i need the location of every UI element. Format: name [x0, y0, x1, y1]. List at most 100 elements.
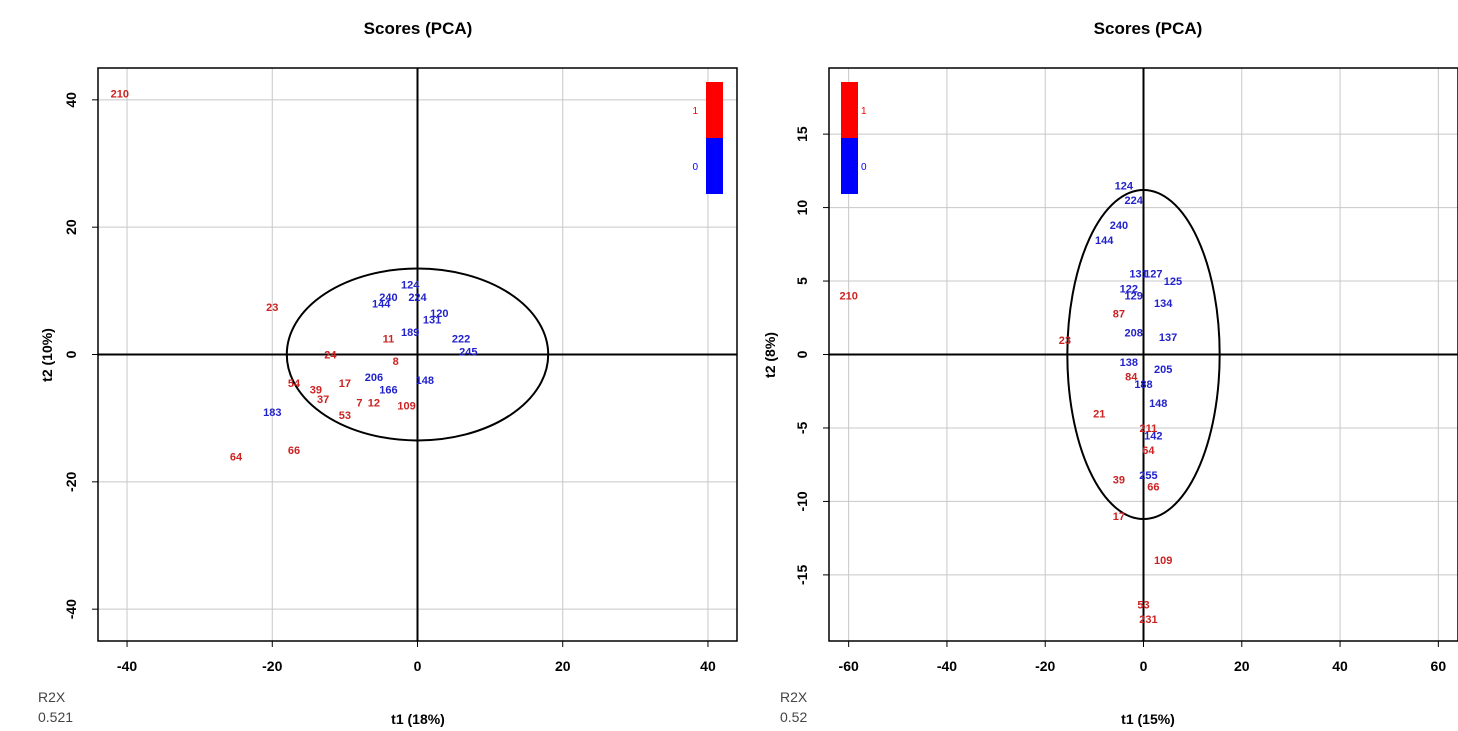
legend-label-0: 0: [692, 162, 698, 173]
score-point-label: 206: [365, 372, 383, 384]
left-x-ticks: -40 -20 0 20 40: [117, 641, 716, 674]
score-point-label: 124: [401, 279, 420, 291]
score-point-label: 211: [1140, 423, 1158, 435]
y-tick-label: 5: [794, 277, 810, 285]
score-point-label: 131: [423, 314, 441, 326]
left-plot-title: Scores (PCA): [364, 19, 473, 38]
x-tick-label: 60: [1431, 658, 1447, 674]
right-plot-title: Scores (PCA): [1094, 19, 1203, 38]
score-point-label: 205: [1154, 364, 1172, 376]
score-point-label: 240: [379, 292, 397, 304]
score-point-label: 122: [1120, 283, 1138, 295]
x-tick-label: 40: [1332, 658, 1348, 674]
x-tick-label: -60: [839, 658, 859, 674]
score-point-label: 222: [452, 334, 470, 346]
score-point-label: 7: [356, 397, 362, 409]
score-point-label: 23: [266, 302, 278, 314]
score-point-label: 138: [1120, 357, 1138, 369]
legend-label-1: 1: [861, 106, 867, 117]
score-point-label: 21: [1093, 408, 1105, 420]
score-point-label: 148: [1149, 398, 1167, 410]
y-tick-label: -20: [63, 472, 79, 492]
score-point-label: 37: [317, 394, 329, 406]
score-point-label: 189: [401, 327, 419, 339]
score-point-label: 124: [1115, 181, 1134, 193]
score-point-label: 64: [1142, 445, 1155, 457]
score-point-label: 129: [1124, 291, 1142, 303]
left-legend: 10: [692, 82, 723, 194]
score-point-label: 142: [1144, 430, 1162, 442]
legend-swatch-1: [841, 82, 858, 138]
y-tick-label: 20: [63, 219, 79, 235]
score-point-label: 23: [1059, 335, 1071, 347]
score-point-label: 166: [379, 385, 397, 397]
right-y-ticks: 15 10 5 0 -5 -10 -15: [794, 126, 829, 585]
legend-swatch-0: [706, 138, 723, 194]
score-point-label: 17: [1113, 511, 1125, 523]
right-x-ticks: -60 -40 -20 0 20 40 60: [839, 641, 1447, 674]
right-x-axis-label: t1 (15%): [1121, 711, 1175, 727]
left-r2x-label: R2X: [38, 689, 66, 705]
score-point-label: 53: [1137, 599, 1149, 611]
score-point-label: 24: [324, 350, 337, 362]
x-tick-label: 0: [1140, 658, 1148, 674]
x-tick-label: -20: [1035, 658, 1055, 674]
score-point-label: 66: [1147, 482, 1159, 494]
score-point-label: 109: [1154, 555, 1172, 567]
x-tick-label: -40: [937, 658, 957, 674]
score-point-label: 208: [1124, 327, 1142, 339]
score-point-label: 144: [372, 299, 391, 311]
score-point-label: 39: [1113, 474, 1125, 486]
score-point-label: 148: [416, 375, 434, 387]
right-score-plot: Scores (PCA) 210 23 21 39 17 109 53 231 66 64 211 8…: [762, 19, 1458, 727]
score-point-label: 109: [397, 400, 415, 412]
legend-swatch-0: [841, 138, 858, 194]
x-tick-label: 20: [1234, 658, 1250, 674]
left-y-ticks: 40 20 0 -20 -40: [63, 92, 98, 619]
score-point-label: 17: [339, 378, 351, 390]
score-point-label: 210: [111, 88, 129, 100]
score-point-label: 11: [383, 334, 395, 346]
score-point-label: 87: [1113, 308, 1125, 320]
score-point-label: 54: [288, 378, 301, 390]
x-tick-label: 0: [414, 658, 422, 674]
score-point-label: 66: [288, 445, 300, 457]
y-tick-label: 15: [794, 126, 810, 142]
right-origin-axes: [829, 68, 1458, 641]
x-tick-label: -20: [262, 658, 282, 674]
left-x-axis-label: t1 (18%): [391, 711, 445, 727]
score-point-label: 127: [1144, 269, 1162, 281]
right-legend: 10: [841, 82, 867, 194]
score-point-label: 224: [1124, 195, 1143, 207]
score-point-label: 134: [1154, 298, 1173, 310]
right-y-axis-label: t2 (8%): [762, 332, 778, 378]
score-point-label: 137: [1159, 332, 1177, 344]
score-point-label: 210: [839, 291, 857, 303]
right-r2x-value: 0.52: [780, 709, 807, 725]
score-point-label: 120: [430, 308, 448, 320]
score-point-label: 255: [1139, 470, 1157, 482]
score-point-label: 188: [1134, 379, 1152, 391]
x-tick-label: 20: [555, 658, 571, 674]
legend-label-0: 0: [861, 162, 867, 173]
score-point-label: 245: [459, 346, 477, 358]
y-tick-label: -10: [794, 491, 810, 511]
y-tick-label: 10: [794, 200, 810, 216]
y-tick-label: -15: [794, 565, 810, 585]
score-point-label: 125: [1164, 276, 1182, 288]
y-tick-label: 0: [794, 350, 810, 358]
score-point-label: 224: [408, 292, 427, 304]
left-y-axis-label: t2 (10%): [39, 328, 55, 382]
legend-swatch-1: [706, 82, 723, 138]
score-point-label: 144: [1095, 235, 1114, 247]
score-point-label: 39: [310, 385, 322, 397]
x-tick-label: -40: [117, 658, 137, 674]
y-tick-label: -40: [63, 599, 79, 619]
score-point-label: 12: [368, 397, 380, 409]
right-r2x-label: R2X: [780, 689, 808, 705]
score-point-label: 240: [1110, 220, 1128, 232]
legend-label-1: 1: [692, 106, 698, 117]
score-point-label: 53: [339, 410, 351, 422]
